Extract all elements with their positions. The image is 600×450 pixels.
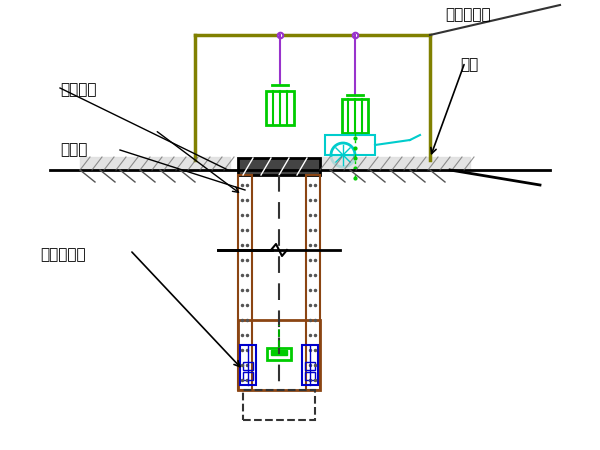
- Text: 混凝土: 混凝土: [60, 143, 88, 158]
- Bar: [306, 175, 320, 390]
- Bar: [342, 99, 368, 133]
- Text: 单轨电动葫: 单轨电动葫: [445, 8, 491, 22]
- Text: 活动安全: 活动安全: [60, 82, 97, 98]
- Bar: [271, 350, 287, 355]
- Bar: [243, 362, 253, 370]
- Text: 活底: 活底: [460, 58, 478, 72]
- Bar: [238, 158, 320, 175]
- Bar: [243, 372, 253, 380]
- Bar: [302, 345, 318, 385]
- Bar: [325, 135, 375, 155]
- Bar: [267, 348, 291, 360]
- Bar: [305, 372, 315, 380]
- Bar: [240, 345, 256, 385]
- Bar: [238, 175, 252, 390]
- Bar: [266, 91, 294, 125]
- Bar: [238, 320, 320, 390]
- Bar: [305, 362, 315, 370]
- Bar: [243, 390, 315, 420]
- Text: 定型组合钢: 定型组合钢: [40, 248, 86, 262]
